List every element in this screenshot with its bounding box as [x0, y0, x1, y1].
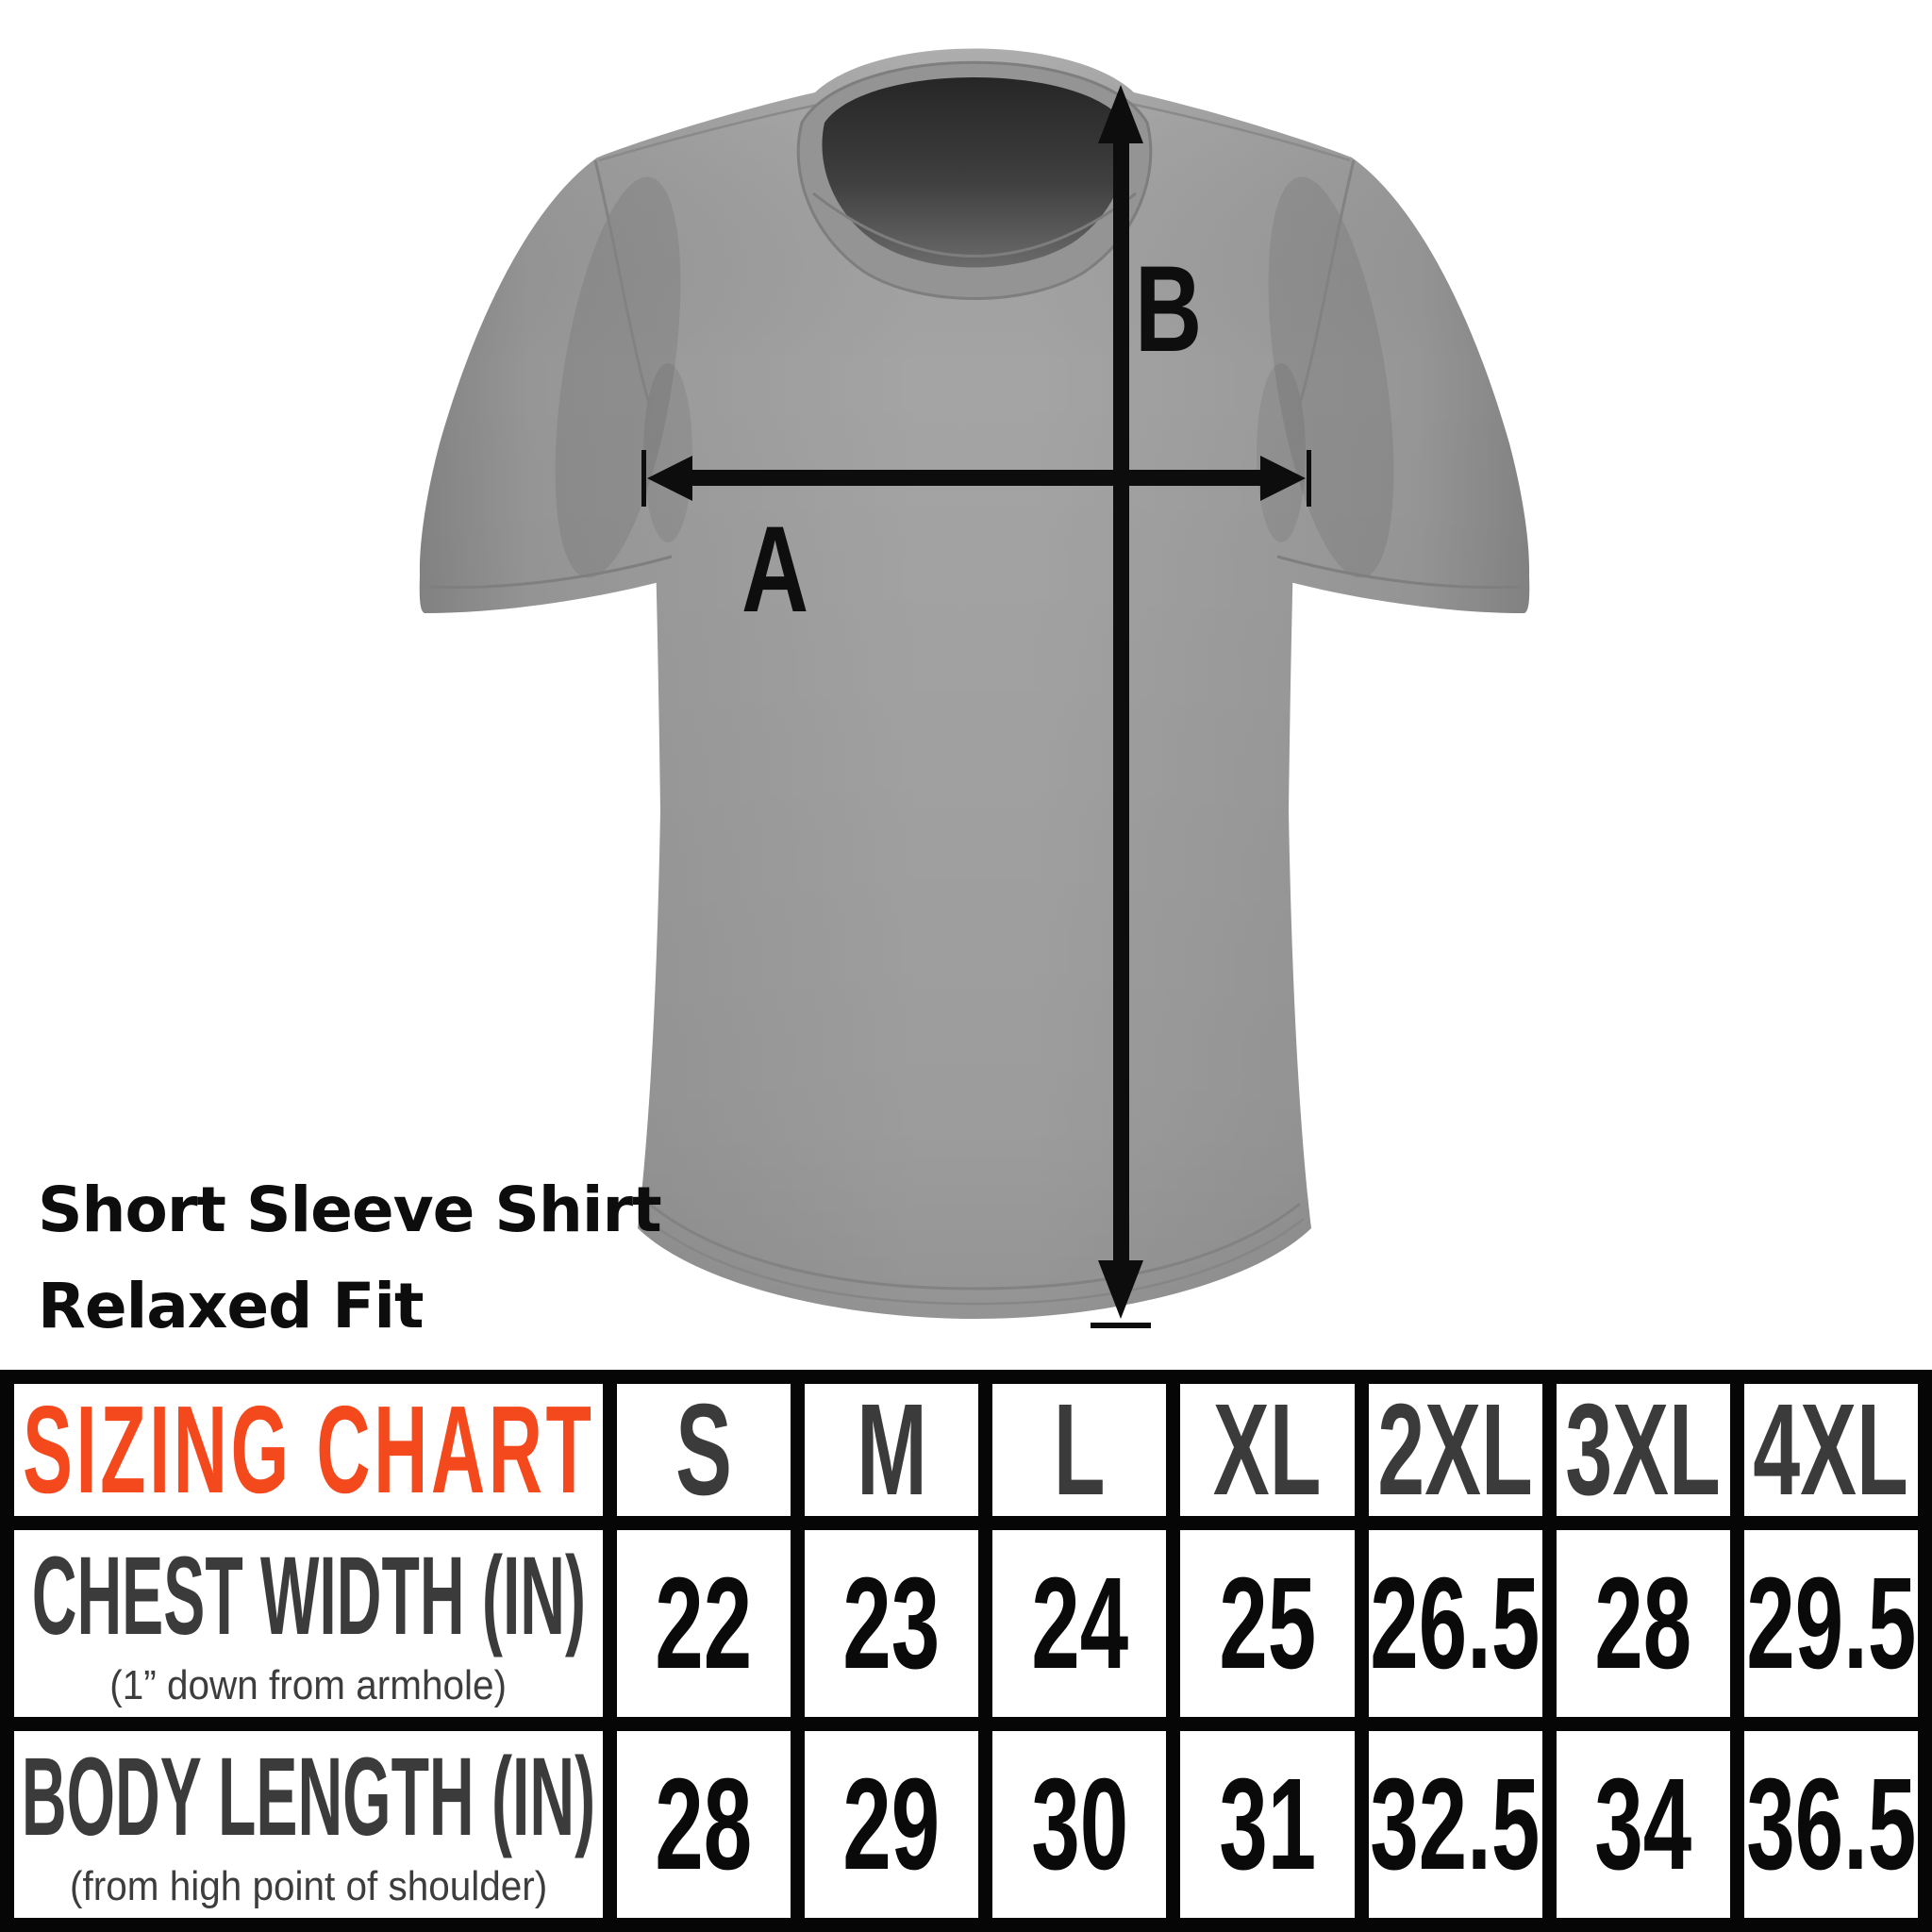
armhole-seam-right	[1296, 159, 1356, 411]
chest-width-value-2xl: 26.5	[1368, 1530, 1542, 1717]
tshirt-svg: A B	[419, 48, 1530, 1328]
size-column-header-l: L	[992, 1384, 1167, 1516]
product-title: Short Sleeve Shirt Relaxed Fit	[38, 1162, 662, 1355]
bottom-hem-stitch-1	[648, 1202, 1301, 1291]
body-length-value-xl: 31	[1180, 1731, 1355, 1918]
size-column-header-xl: XL	[1180, 1384, 1355, 1516]
chest-width-value-s: 22	[617, 1530, 791, 1717]
table-title-cell: SIZING CHART	[14, 1384, 603, 1516]
body-length-value-s: 28	[617, 1731, 791, 1918]
row-label-chest-width: CHEST WIDTH (IN) (1” down from armhole)	[14, 1530, 603, 1717]
arrow-a-tick-right	[1307, 450, 1311, 507]
collar-seam	[812, 192, 1137, 258]
product-name: Short Sleeve Shirt	[38, 1174, 662, 1246]
size-column-header-2xl: 2XL	[1368, 1384, 1542, 1516]
body-length-value-3xl: 34	[1556, 1731, 1730, 1918]
size-column-header-3xl: 3XL	[1556, 1384, 1730, 1516]
cuff-hem-left	[428, 555, 673, 590]
chest-width-value-4xl: 29.5	[1743, 1530, 1918, 1717]
shoulder-seam-left	[598, 102, 824, 162]
tshirt-illustration: A B	[419, 48, 1530, 1328]
shoulder-seam-right	[1129, 102, 1351, 162]
armpit-shadow-left	[643, 363, 692, 542]
chest-width-value-3xl: 28	[1556, 1530, 1730, 1717]
body-length-value-m: 29	[805, 1731, 979, 1918]
body-length-value-2xl: 32.5	[1368, 1731, 1542, 1918]
collar-opening	[822, 77, 1127, 268]
tshirt-collar	[796, 60, 1153, 300]
bottom-hem-stitch-2	[644, 1218, 1305, 1306]
armpit-shadow-right	[1257, 363, 1306, 542]
size-column-header-4xl: 4XL	[1743, 1384, 1918, 1516]
tshirt-body	[419, 48, 1530, 1319]
body-length-value-l: 30	[992, 1731, 1167, 1918]
measure-label-b: B	[1135, 242, 1202, 377]
table-title: SIZING CHART	[22, 1384, 595, 1516]
measurement-arrow-b	[1091, 85, 1151, 1328]
chest-width-value-xl: 25	[1180, 1530, 1355, 1717]
chest-width-note: (1” down from armhole)	[109, 1662, 508, 1708]
size-column-header-m: M	[805, 1384, 979, 1516]
armhole-seam-left	[593, 159, 653, 411]
fit-subtitle: Relaxed Fit	[38, 1270, 425, 1342]
arrow-b-tick-bottom	[1091, 1323, 1151, 1328]
measure-label-a: A	[741, 502, 808, 638]
chest-width-value-l: 24	[992, 1530, 1167, 1717]
body-length-note: (from high point of shoulder)	[69, 1863, 548, 1909]
row-label-body-length: BODY LENGTH (IN) (from high point of sho…	[14, 1731, 603, 1918]
cuff-hem-right	[1276, 555, 1521, 590]
sizing-table: SIZING CHART S M L XL 2XL 3XL 4XL CHEST …	[0, 1370, 1932, 1932]
chest-width-value-m: 23	[805, 1530, 979, 1717]
body-length-value-4xl: 36.5	[1743, 1731, 1918, 1918]
arrow-a-tick-left	[641, 450, 646, 507]
size-column-header-s: S	[617, 1384, 791, 1516]
